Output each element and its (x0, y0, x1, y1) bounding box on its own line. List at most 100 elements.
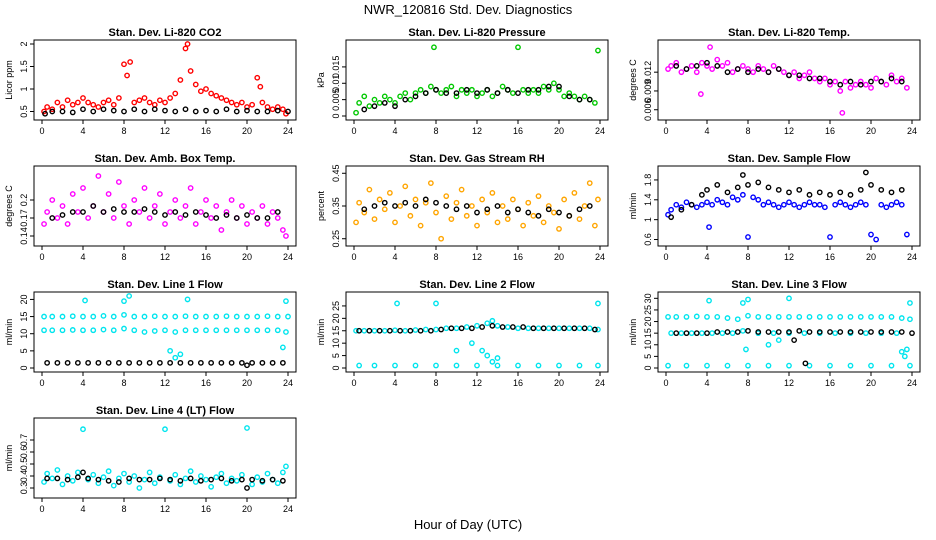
data-point (883, 81, 890, 88)
y-tick-label: 25 (643, 305, 653, 315)
data-point (709, 66, 716, 72)
data-point (745, 296, 751, 303)
x-tick-label: 0 (663, 126, 668, 136)
data-point (750, 69, 757, 76)
data-point (806, 329, 813, 335)
data-point (100, 209, 107, 215)
data-point (177, 351, 184, 358)
data-point (673, 330, 680, 337)
data-point (371, 362, 378, 369)
data-point (44, 209, 51, 215)
data-point (41, 313, 47, 320)
data-point (192, 479, 199, 485)
data-point (361, 206, 368, 213)
y-tick-label: 0.7 (19, 434, 29, 447)
data-point (443, 193, 450, 200)
series-2 (673, 327, 915, 367)
data-point (806, 75, 813, 82)
data-point (862, 330, 869, 337)
y-tick-label: 1.5 (19, 60, 29, 73)
data-point (755, 329, 762, 335)
data-point (203, 86, 209, 92)
data-point (381, 93, 388, 100)
x-tick-label: 16 (201, 126, 211, 136)
data-point (167, 209, 174, 215)
data-point (228, 477, 235, 484)
panel-title: Stan. Dev. Li-820 Temp. (728, 27, 850, 39)
x-tick-label: 4 (392, 378, 397, 388)
x-tick-label: 12 (784, 126, 794, 136)
data-point (765, 362, 772, 369)
data-point (110, 107, 117, 114)
data-point (80, 185, 86, 191)
data-point (213, 108, 220, 115)
data-point (412, 93, 419, 100)
data-point (545, 325, 552, 332)
data-point (745, 66, 751, 72)
data-point (376, 196, 383, 203)
x-tick-label: 12 (160, 504, 170, 514)
plot-frame (33, 165, 297, 247)
data-point (704, 63, 710, 69)
data-point (453, 206, 460, 213)
data-point (49, 215, 56, 221)
data-point (131, 209, 138, 215)
data-point (59, 108, 66, 115)
data-point (837, 189, 844, 196)
data-point (576, 96, 583, 103)
data-point (504, 209, 511, 216)
data-point (213, 474, 220, 481)
data-point (80, 106, 86, 113)
data-point (64, 476, 71, 483)
data-point (857, 199, 864, 206)
data-point (105, 191, 112, 197)
data-point (105, 477, 112, 484)
data-point (816, 78, 823, 85)
data-point (791, 337, 798, 344)
data-point (668, 330, 675, 337)
data-point (402, 90, 409, 96)
x-tick-label: 4 (80, 126, 85, 136)
data-point (463, 324, 470, 330)
x-tick-label: 8 (433, 126, 438, 136)
data-point (816, 189, 823, 196)
y-tick-label: 0 (643, 365, 653, 370)
panel-2: Stan. Dev. Li-820 Pressure 0 4 8 12 16 20 24 0 0.… (316, 27, 609, 136)
data-point (381, 327, 388, 334)
data-point (724, 315, 731, 321)
data-point (739, 172, 746, 178)
data-point (115, 475, 122, 482)
data-point (796, 75, 803, 82)
series-1 (353, 300, 601, 369)
data-point (244, 212, 250, 218)
data-point (734, 329, 741, 335)
data-point (474, 209, 480, 216)
data-point (274, 327, 281, 334)
data-point (595, 326, 601, 333)
x-tick-label: 24 (595, 378, 605, 388)
data-point (719, 63, 726, 69)
data-point (704, 362, 710, 369)
data-point (484, 352, 491, 359)
y-tick-label: 0 (19, 365, 29, 370)
data-point (279, 227, 286, 233)
data-point (228, 475, 235, 482)
data-point (64, 221, 71, 227)
data-point (126, 359, 133, 366)
data-point (259, 203, 266, 209)
data-point (806, 199, 813, 206)
data-point (146, 99, 153, 106)
x-tick-label: 4 (704, 252, 709, 262)
y-tick-label: 15 (331, 326, 341, 336)
data-point (233, 313, 240, 320)
data-point (786, 329, 792, 335)
data-point (402, 183, 409, 190)
data-point (162, 327, 168, 334)
data-point (448, 83, 455, 90)
data-point (100, 326, 107, 333)
data-point (100, 106, 107, 113)
data-point (376, 100, 383, 106)
series-2 (44, 469, 286, 491)
series-1 (665, 44, 910, 116)
x-tick-label: 12 (160, 126, 170, 136)
